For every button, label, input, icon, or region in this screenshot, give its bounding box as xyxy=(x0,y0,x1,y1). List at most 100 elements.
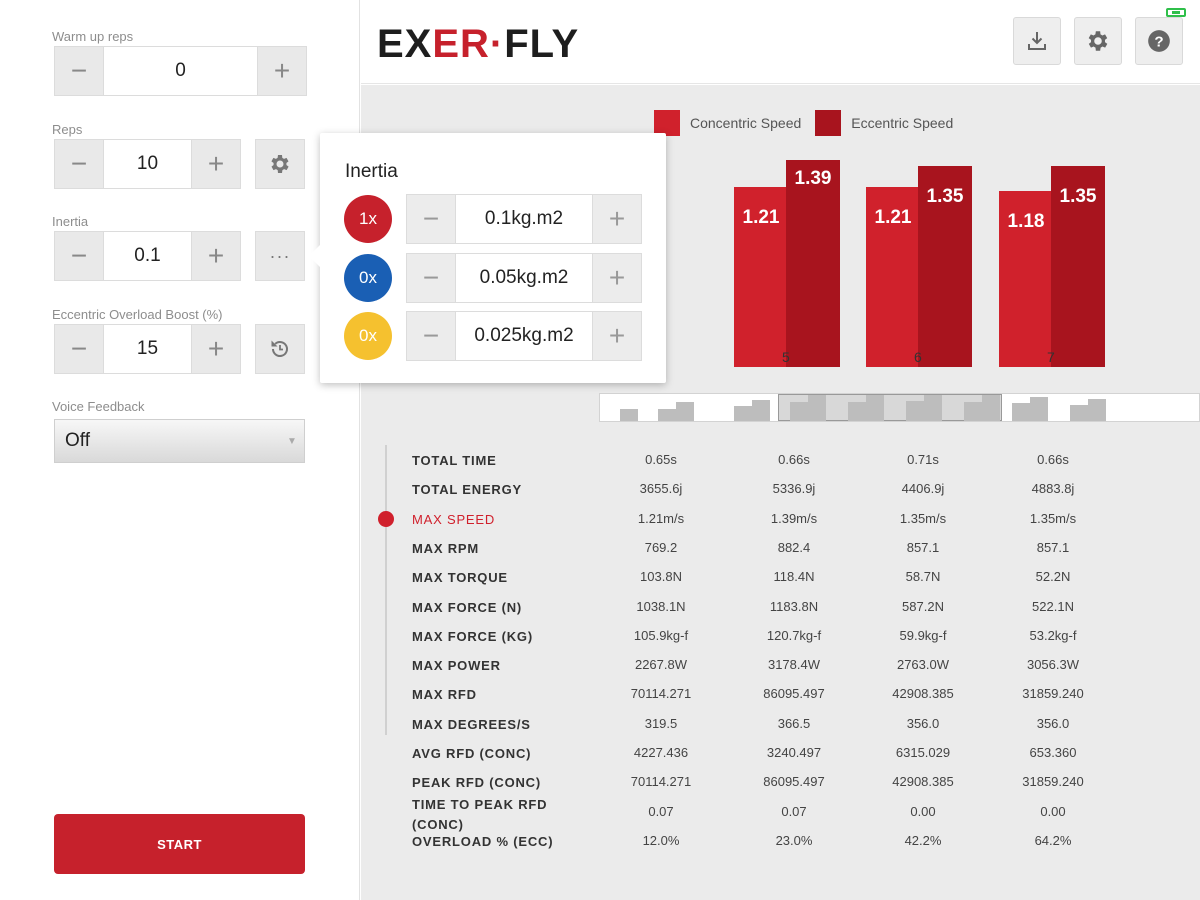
stats-cell: 59.9kg-f xyxy=(899,627,947,643)
reps-value[interactable]: 10 xyxy=(104,139,191,189)
inertia-count-badge[interactable]: 0x xyxy=(344,312,392,360)
inertia-3-value: 0.025kg.m2 xyxy=(456,311,592,361)
battery-icon xyxy=(1166,8,1186,17)
stats-row[interactable]: TOTAL TIME 0.65s 0.66s 0.71s 0.66s xyxy=(361,445,1200,474)
stats-row-label: MAX RFD xyxy=(412,687,477,703)
rep-scrubber[interactable] xyxy=(599,393,1200,422)
stats-cell: 6315.029 xyxy=(895,745,951,760)
eccentric-bar[interactable]: 1.39 xyxy=(786,160,840,367)
stats-row[interactable]: MAX RPM 769.2 882.4 857.1 857.1 xyxy=(361,533,1200,562)
stats-cell: 118.4N xyxy=(773,569,815,585)
stats-cell: 1.35m/s xyxy=(899,510,947,526)
inertia-count-badge[interactable]: 0x xyxy=(344,254,392,302)
boost-stepper: − 15 + xyxy=(54,324,241,374)
stats-cell: 319.5 xyxy=(644,715,678,731)
stats-row[interactable]: OVERLOAD % (ECC) 12.0% 23.0% 42.2% 64.2% xyxy=(361,826,1200,855)
stats-row[interactable]: MAX SPEED 1.21m/s 1.39m/s 1.35m/s 1.35m/s xyxy=(361,504,1200,533)
stats-cell: 1038.1N xyxy=(636,598,686,614)
inertia-1-increment-button[interactable]: + xyxy=(592,194,642,244)
stats-cell: 3056.3W xyxy=(1026,657,1080,673)
concentric-bar[interactable]: 1.21 xyxy=(734,186,788,367)
reps-decrement-button[interactable]: − xyxy=(54,139,104,189)
inertia-decrement-button[interactable]: − xyxy=(54,231,104,281)
stats-row[interactable]: MAX TORQUE 103.8N 118.4N 58.7N 52.2N xyxy=(361,562,1200,591)
boost-decrement-button[interactable]: − xyxy=(54,324,104,374)
stats-cell: 0.71s xyxy=(907,452,939,467)
metric-timeline xyxy=(385,445,387,735)
warmup-decrement-button[interactable]: − xyxy=(54,46,104,96)
bar-value-label: 1.35 xyxy=(926,185,964,207)
stats-cell: 857.1 xyxy=(1036,539,1070,555)
stats-row-label: MAX SPEED xyxy=(412,511,496,527)
inertia-2-value: 0.05kg.m2 xyxy=(456,253,592,303)
stats-cell: 4406.9j xyxy=(901,481,945,497)
stats-row[interactable]: MAX DEGREES/S 319.5 366.5 356.0 356.0 xyxy=(361,709,1200,738)
help-icon: ? xyxy=(1148,30,1170,52)
stats-cell: 86095.497 xyxy=(763,686,825,702)
settings-button[interactable] xyxy=(1074,17,1122,65)
inertia-row-3: 0x − 0.025kg.m2 + xyxy=(344,311,642,361)
category-label: 7 xyxy=(1047,349,1055,365)
eccentric-bar[interactable]: 1.35 xyxy=(918,165,972,367)
stats-cell: 70114.271 xyxy=(630,686,692,702)
stats-row[interactable]: MAX RFD 70114.271 86095.497 42908.385 31859.… xyxy=(361,679,1200,708)
help-button[interactable]: ? xyxy=(1135,17,1183,65)
voice-feedback-value: Off xyxy=(65,430,90,451)
legend-eccentric: Eccentric Speed xyxy=(815,110,953,136)
concentric-bar[interactable]: 1.21 xyxy=(866,186,920,367)
boost-increment-button[interactable]: + xyxy=(191,324,241,374)
stats-cell: 31859.240 xyxy=(1022,774,1084,790)
stats-row[interactable]: MAX FORCE (N) 1038.1N 1183.8N 587.2N 522.1N xyxy=(361,592,1200,621)
category-label: 6 xyxy=(914,349,922,365)
boost-reset-button[interactable] xyxy=(255,324,305,374)
bar-value-label: 1.18 xyxy=(1007,211,1045,233)
warmup-increment-button[interactable]: + xyxy=(257,46,307,96)
start-button[interactable]: START xyxy=(54,814,305,874)
stats-cell: 857.1 xyxy=(906,539,940,555)
stats-cell: 86095.497 xyxy=(763,774,825,790)
reps-stepper: − 10 + xyxy=(54,139,241,189)
stats-row[interactable]: MAX FORCE (KG) 105.9kg-f 120.7kg-f 59.9kg-f… xyxy=(361,621,1200,650)
stats-row[interactable]: PEAK RFD (CONC) 70114.271 86095.497 42908.3… xyxy=(361,767,1200,796)
stats-cell: 4227.436 xyxy=(633,745,689,760)
inertia-count-badge[interactable]: 1x xyxy=(344,195,392,243)
stats-cell: 42.2% xyxy=(904,832,942,848)
stats-cell: 1.39m/s xyxy=(770,510,818,526)
voice-feedback-select[interactable]: Off ▼ xyxy=(54,419,305,463)
concentric-bar[interactable]: 1.18 xyxy=(999,191,1053,367)
download-button[interactable] xyxy=(1013,17,1061,65)
reps-settings-button[interactable] xyxy=(255,139,305,189)
inertia-2-increment-button[interactable]: + xyxy=(592,253,642,303)
inertia-more-button[interactable]: ··· xyxy=(255,231,305,281)
inertia-3-decrement-button[interactable]: − xyxy=(406,311,456,361)
inertia-value[interactable]: 0.1 xyxy=(104,231,191,281)
voice-feedback-label: Voice Feedback xyxy=(52,399,145,414)
inertia-popup: Inertia 1x − 0.1kg.m2 + 0x − 0.05kg.m2 +… xyxy=(309,133,666,383)
boost-value[interactable]: 15 xyxy=(104,324,191,374)
eccentric-bar[interactable]: 1.35 xyxy=(1051,165,1105,367)
inertia-3-increment-button[interactable]: + xyxy=(592,311,642,361)
warmup-value[interactable]: 0 xyxy=(104,46,257,96)
stats-cell: 0.00 xyxy=(910,803,936,819)
stats-cell: 587.2N xyxy=(902,598,944,614)
stats-cell: 52.2N xyxy=(1035,569,1071,585)
stats-cell: 0.07 xyxy=(781,803,807,819)
stats-row-label: PEAK RFD (CONC) xyxy=(412,775,541,791)
stats-cell: 3655.6j xyxy=(639,481,683,497)
inertia-1-decrement-button[interactable]: − xyxy=(406,194,456,244)
inertia-row-1: 1x − 0.1kg.m2 + xyxy=(344,194,642,244)
category-label: 5 xyxy=(782,349,790,365)
results-panel: Concentric Speed Eccentric Speed .211.21… xyxy=(361,85,1200,900)
legend-concentric: Concentric Speed xyxy=(654,110,801,136)
reps-increment-button[interactable]: + xyxy=(191,139,241,189)
inertia-increment-button[interactable]: + xyxy=(191,231,241,281)
stats-cell: 53.2kg-f xyxy=(1029,627,1077,643)
stats-cell: 0.66s xyxy=(778,452,810,467)
stats-row[interactable]: AVG RFD (CONC) 4227.436 3240.497 6315.029 65… xyxy=(361,738,1200,767)
stats-row[interactable]: TIME TO PEAK RFD (CONC) 0.07 0.07 0.00 0.00 xyxy=(361,797,1200,832)
stats-cell: 653.360 xyxy=(1029,745,1077,760)
inertia-2-decrement-button[interactable]: − xyxy=(406,253,456,303)
stats-row[interactable]: TOTAL ENERGY 3655.6j 5336.9j 4406.9j 4883.8j xyxy=(361,474,1200,503)
stats-row[interactable]: MAX POWER 2267.8W 3178.4W 2763.0W 3056.3W xyxy=(361,650,1200,679)
